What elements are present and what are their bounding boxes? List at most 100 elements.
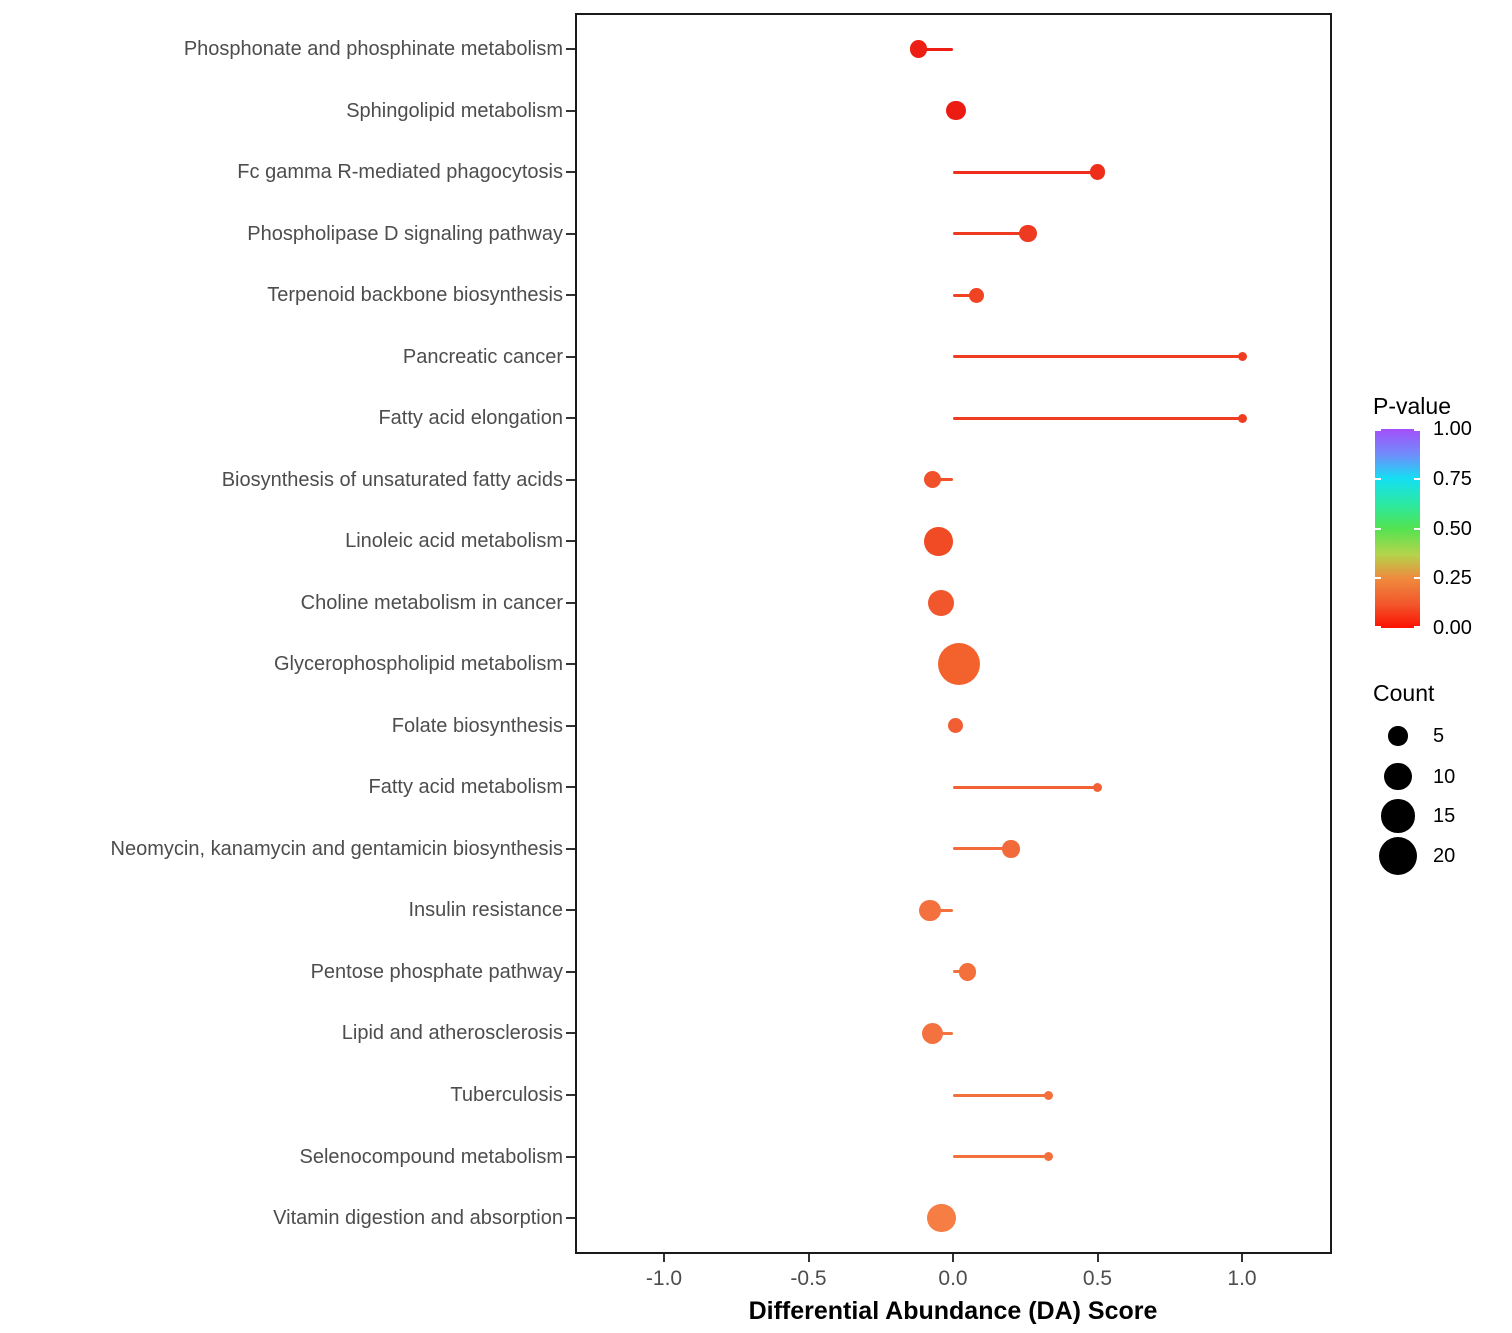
pvalue-bar-tick-left [1375, 626, 1381, 628]
count-legend-label: 10 [1433, 765, 1456, 788]
x-axis-tick [1096, 1254, 1099, 1262]
pathway-label: Sphingolipid metabolism [346, 99, 563, 122]
lollipop-dot [1093, 782, 1102, 792]
lollipop-dot [922, 1022, 944, 1045]
pvalue-bar-tick-right [1414, 527, 1420, 530]
lollipop-dot [948, 718, 964, 734]
pvalue-tick-label: 0.25 [1433, 567, 1472, 590]
pathway-label: Linoleic acid metabolism [345, 530, 563, 553]
y-axis-tick [566, 109, 575, 112]
pathway-label: Biosynthesis of unsaturated fatty acids [221, 468, 563, 491]
x-axis-tick-label: -0.5 [790, 1267, 827, 1290]
pathway-label: Choline metabolism in cancer [300, 591, 563, 614]
lollipop-dot [1237, 413, 1247, 423]
lollipop-segment [953, 847, 1011, 851]
y-axis-tick [566, 724, 575, 727]
pathway-label: Terpenoid backbone biosynthesis [267, 284, 563, 307]
pathway-label: Vitamin digestion and absorption [273, 1207, 563, 1230]
y-axis-tick [566, 909, 575, 912]
pathway-label: Fc gamma R-mediated phagocytosis [237, 161, 563, 184]
lollipop-dot [958, 963, 977, 981]
y-axis-tick [566, 1217, 575, 1220]
lollipop-dot [924, 470, 942, 489]
pvalue-bar-tick-left [1375, 477, 1381, 480]
y-axis-tick [566, 601, 575, 604]
count-legend-dot [1378, 836, 1418, 876]
pathway-label: Neomycin, kanamycin and gentamicin biosy… [110, 837, 563, 860]
lollipop-segment [932, 478, 953, 482]
lollipop-segment [918, 47, 953, 51]
pvalue-tick-label: 0.75 [1433, 467, 1472, 490]
lollipop-segment [953, 785, 1098, 789]
y-axis-tick [566, 786, 575, 789]
x-axis-title: Differential Abundance (DA) Score [748, 1297, 1158, 1325]
x-axis-tick-label: 0.5 [1082, 1267, 1113, 1290]
pathway-label: Fatty acid metabolism [368, 776, 563, 799]
lollipop-segment [953, 170, 1098, 174]
pvalue-tick-label: 0.00 [1433, 617, 1472, 639]
x-axis-tick [807, 1254, 810, 1262]
lollipop-dot [924, 526, 953, 556]
y-axis-tick [566, 232, 575, 235]
lollipop-dot [968, 287, 984, 303]
lollipop-segment [929, 908, 953, 912]
count-legend-label: 15 [1433, 805, 1456, 827]
lollipop-segment [953, 1093, 1049, 1097]
count-legend-label: 20 [1433, 845, 1456, 867]
y-axis-tick [566, 417, 575, 420]
pathway-label: Lipid and atherosclerosis [341, 1022, 563, 1045]
pvalue-bar-tick-right [1414, 429, 1420, 431]
lollipop-dot [1019, 224, 1037, 243]
pathway-label: Glycerophospholipid metabolism [273, 653, 563, 676]
pvalue-bar-tick-right [1414, 577, 1420, 580]
x-axis-tick [952, 1254, 954, 1262]
pvalue-tick-label: 1.00 [1433, 418, 1472, 440]
pvalue-bar-tick-left [1375, 429, 1381, 431]
pvalue-bar-tick-left [1375, 577, 1381, 580]
lollipop-dot [1237, 352, 1247, 362]
lollipop-dot [1043, 1152, 1053, 1162]
pathway-label: Folate biosynthesis [391, 714, 563, 737]
pathway-label: Pancreatic cancer [402, 345, 563, 368]
pathway-label: Pentose phosphate pathway [310, 960, 563, 983]
count-legend-dot [1381, 799, 1415, 833]
lollipop-dot [919, 899, 941, 922]
y-axis-tick [566, 540, 575, 543]
pathway-label: Selenocompound metabolism [299, 1145, 564, 1168]
count-legend-title: Count [1373, 680, 1435, 706]
pvalue-bar-tick-right [1414, 477, 1420, 480]
y-axis-tick [566, 171, 575, 174]
lollipop-dot [937, 643, 980, 686]
y-axis-tick [566, 48, 575, 50]
lollipop-dot [927, 1203, 956, 1233]
lollipop-segment [953, 1155, 1049, 1159]
y-axis-tick [566, 294, 575, 297]
lollipop-dot [1002, 840, 1020, 858]
lollipop-dot [909, 40, 928, 58]
x-axis-tick [1241, 1254, 1243, 1262]
count-legend-label: 5 [1433, 725, 1445, 747]
pathway-label: Phosphonate and phosphinate metabolism [183, 38, 563, 60]
pathway-label: Fatty acid elongation [378, 407, 563, 430]
y-axis-tick [566, 1032, 575, 1035]
pathway-label: Phospholipase D signaling pathway [247, 222, 563, 245]
count-legend-dot [1388, 726, 1408, 746]
y-axis-tick [566, 663, 575, 666]
y-axis-tick [566, 1155, 575, 1158]
x-axis-tick [663, 1254, 665, 1262]
pvalue-tick-label: 0.50 [1433, 517, 1472, 540]
pvalue-bar-tick-left [1375, 527, 1381, 530]
count-legend-dot [1384, 762, 1412, 791]
y-axis-tick [566, 478, 575, 481]
lollipop-dot [946, 100, 966, 121]
pvalue-legend-title: P-value [1373, 393, 1451, 419]
pvalue-gradient-bar [1375, 429, 1420, 628]
pathway-label: Insulin resistance [408, 899, 563, 922]
lollipop-segment [953, 232, 1029, 236]
pvalue-bar-tick-right [1414, 626, 1420, 628]
pathway-label: Tuberculosis [450, 1084, 563, 1106]
lollipop-dot [928, 589, 955, 616]
x-axis-tick-label: 1.0 [1227, 1267, 1257, 1290]
lollipop-segment [953, 355, 1242, 359]
